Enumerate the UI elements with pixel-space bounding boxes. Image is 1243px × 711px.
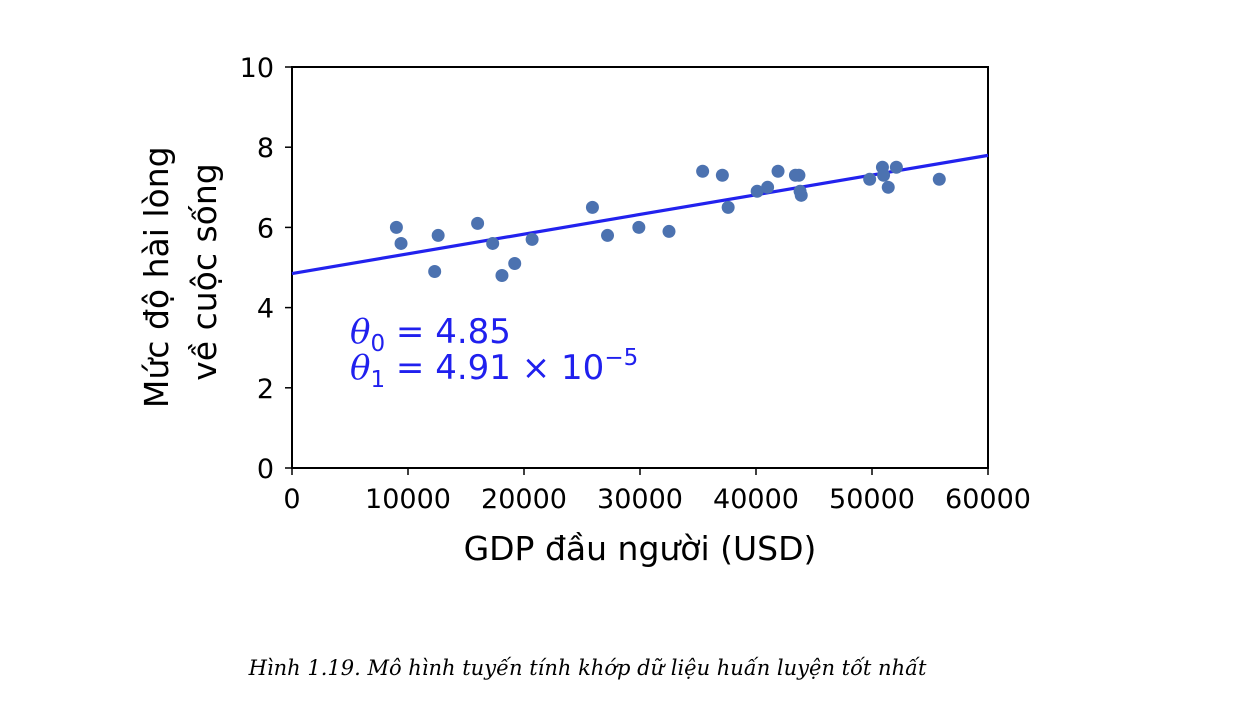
y-axis-title: Mức độ hài lòng về cuộc sống	[137, 136, 224, 408]
x-tick-label: 10000	[365, 484, 451, 515]
y-tick-label: 10	[240, 53, 274, 84]
theta1-value: = 4.91 × 10	[385, 348, 604, 388]
y-tick-label: 2	[257, 374, 274, 405]
data-point	[601, 228, 615, 242]
data-point	[889, 160, 903, 174]
theta0-value: = 4.85	[385, 312, 511, 352]
data-point	[585, 200, 599, 214]
data-point	[486, 236, 500, 250]
data-point	[696, 164, 710, 178]
x-tick-label: 60000	[945, 484, 1031, 515]
x-tick-label: 20000	[481, 484, 567, 515]
data-point	[771, 164, 785, 178]
theta1-symbol: θ	[350, 348, 370, 388]
x-axis-title: GDP đầu người (USD)	[464, 529, 817, 568]
y-tick-label: 8	[257, 133, 274, 164]
x-tick-label: 40000	[713, 484, 799, 515]
y-tick-label: 4	[257, 294, 274, 325]
data-point	[794, 188, 808, 202]
data-point	[632, 220, 646, 234]
plot-area	[291, 66, 989, 469]
data-point	[715, 168, 729, 182]
figure-caption: Hình 1.19. Mô hình tuyến tính khớp dữ li…	[248, 656, 927, 680]
data-point	[471, 216, 485, 230]
data-point	[881, 180, 895, 194]
data-point	[662, 224, 676, 238]
data-point	[932, 172, 946, 186]
points-layer	[389, 160, 946, 283]
data-point	[750, 184, 764, 198]
theta0-annotation: θ0 = 4.85	[350, 312, 511, 357]
data-point	[495, 269, 509, 283]
x-tick-label: 0	[283, 484, 300, 515]
y-tick-label: 0	[257, 454, 274, 485]
data-point	[394, 236, 408, 250]
data-point	[877, 168, 891, 182]
data-point	[721, 200, 735, 214]
theta0-symbol: θ	[350, 312, 370, 352]
y-tick-label: 6	[257, 213, 274, 244]
theta1-subscript: 1	[370, 367, 385, 393]
data-point	[431, 228, 445, 242]
data-point	[508, 256, 522, 270]
theta1-exponent: −5	[604, 345, 638, 371]
plot-frame	[291, 66, 989, 469]
x-tick-label: 50000	[829, 484, 915, 515]
data-point	[863, 172, 877, 186]
y-axis-title-line-2: về cuộc sống	[185, 163, 224, 380]
theta1-annotation: θ1 = 4.91 × 10−5	[350, 345, 638, 393]
data-point	[761, 180, 775, 194]
data-point	[792, 168, 806, 182]
data-point	[525, 232, 539, 246]
data-point	[428, 265, 442, 279]
x-tick-label: 30000	[597, 484, 683, 515]
data-point	[389, 220, 403, 234]
y-axis-ticks: 0 2 4 6 8 10	[240, 53, 292, 485]
x-axis-ticks: 0 10000 20000 30000 40000 50000 60000	[283, 468, 1031, 515]
theta0-subscript: 0	[370, 331, 385, 357]
y-axis-title-line-1: Mức độ hài lòng	[137, 146, 176, 408]
